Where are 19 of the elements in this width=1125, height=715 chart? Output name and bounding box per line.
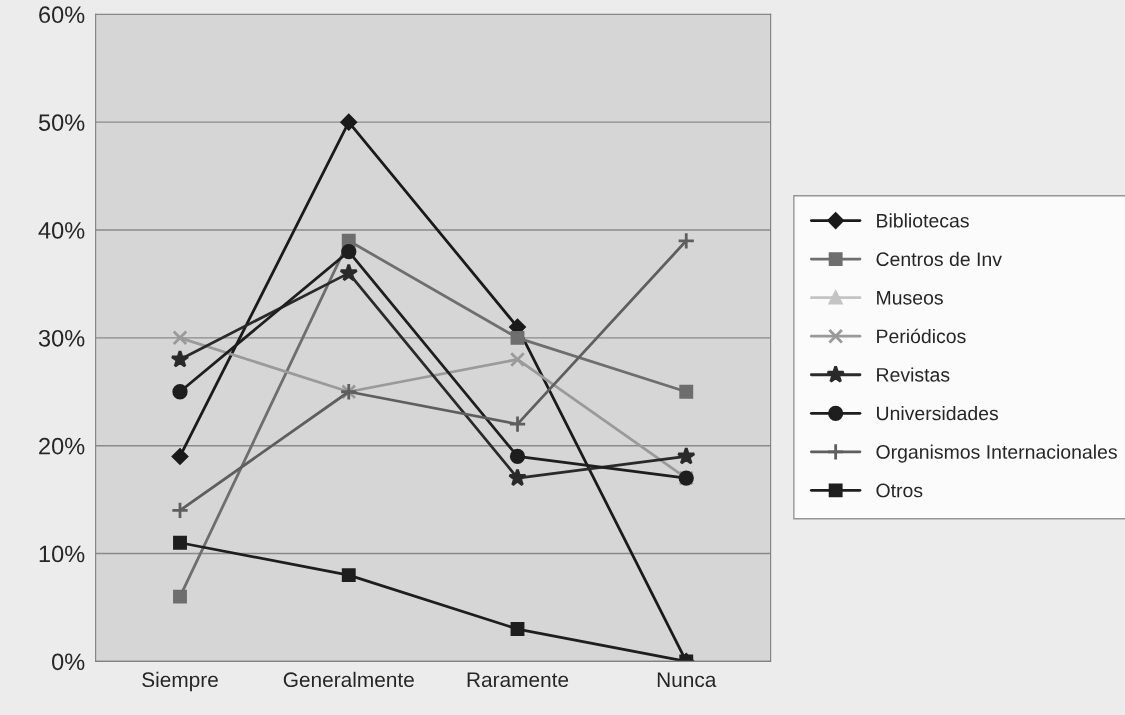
x-tick-label: Generalmente	[283, 671, 414, 688]
legend-label: Bibliotecas	[877, 213, 969, 228]
y-tick-label: 20%	[39, 437, 85, 455]
x-tick-label: Siempre	[142, 671, 218, 692]
legend-label: Museos	[877, 291, 943, 305]
legend-label: Centros de Inv	[876, 251, 1002, 267]
x-tick-label: Raramente	[467, 672, 569, 688]
y-tick-label: 10%	[39, 545, 85, 563]
legend-label: Otros	[876, 483, 923, 498]
legend-label: Universidades	[877, 406, 999, 421]
x-tick-label: Nunca	[657, 672, 717, 688]
legend-label: Organismos Internacionales	[876, 444, 1117, 463]
legend-label: Revistas	[877, 367, 950, 382]
legend-label: Periódicos	[877, 328, 966, 344]
y-tick-label: 0%	[52, 653, 85, 671]
y-tick-label: 60%	[39, 6, 85, 24]
y-tick-label: 30%	[38, 329, 85, 347]
y-tick-label: 50%	[38, 114, 85, 131]
y-tick-label: 40%	[38, 222, 85, 239]
